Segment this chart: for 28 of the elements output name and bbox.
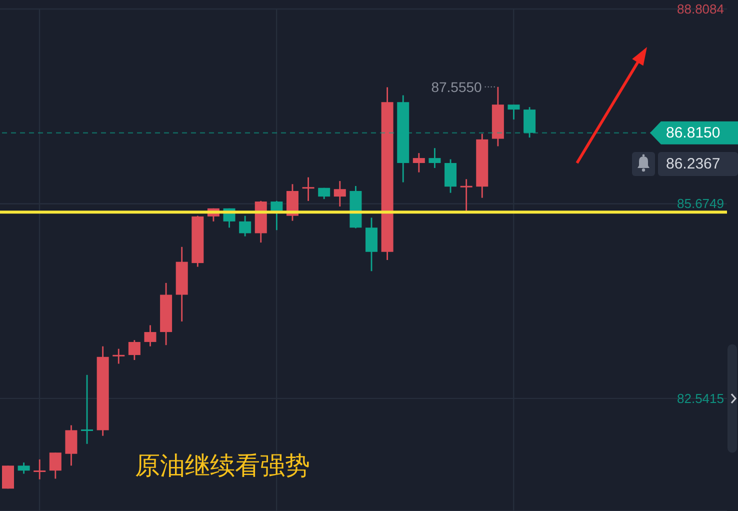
candlestick	[18, 462, 30, 474]
y-tick-label: 82.5415	[677, 390, 724, 406]
candlestick	[334, 180, 346, 208]
candlestick	[270, 200, 283, 231]
candlestick	[302, 176, 314, 202]
annotation: 87.5550	[431, 78, 482, 95]
candlestick	[2, 464, 14, 490]
candlestick	[34, 458, 46, 480]
alert-tag: 86.2367	[658, 152, 738, 176]
candlestick	[81, 374, 94, 445]
candlestick	[412, 152, 425, 174]
candlestick	[508, 104, 520, 120]
annotation: 86.2367	[666, 156, 720, 172]
candlestick	[428, 147, 441, 169]
y-tick-label: 88.8084	[677, 2, 724, 16]
price-tag: 86.8150	[650, 121, 738, 144]
y-tick-label: 85.6749	[677, 196, 724, 212]
candlestick	[128, 339, 140, 361]
candlestick	[65, 424, 78, 466]
candlestick	[524, 106, 536, 138]
candlestick	[460, 178, 472, 212]
candlestick	[49, 452, 62, 480]
candlestick	[444, 158, 457, 194]
candlestick	[112, 348, 125, 364]
ref-line-label: 86.8150	[666, 124, 720, 142]
annotation: 原油继续看强势	[135, 451, 310, 480]
candlestick	[239, 215, 252, 238]
candlestick	[144, 324, 156, 348]
